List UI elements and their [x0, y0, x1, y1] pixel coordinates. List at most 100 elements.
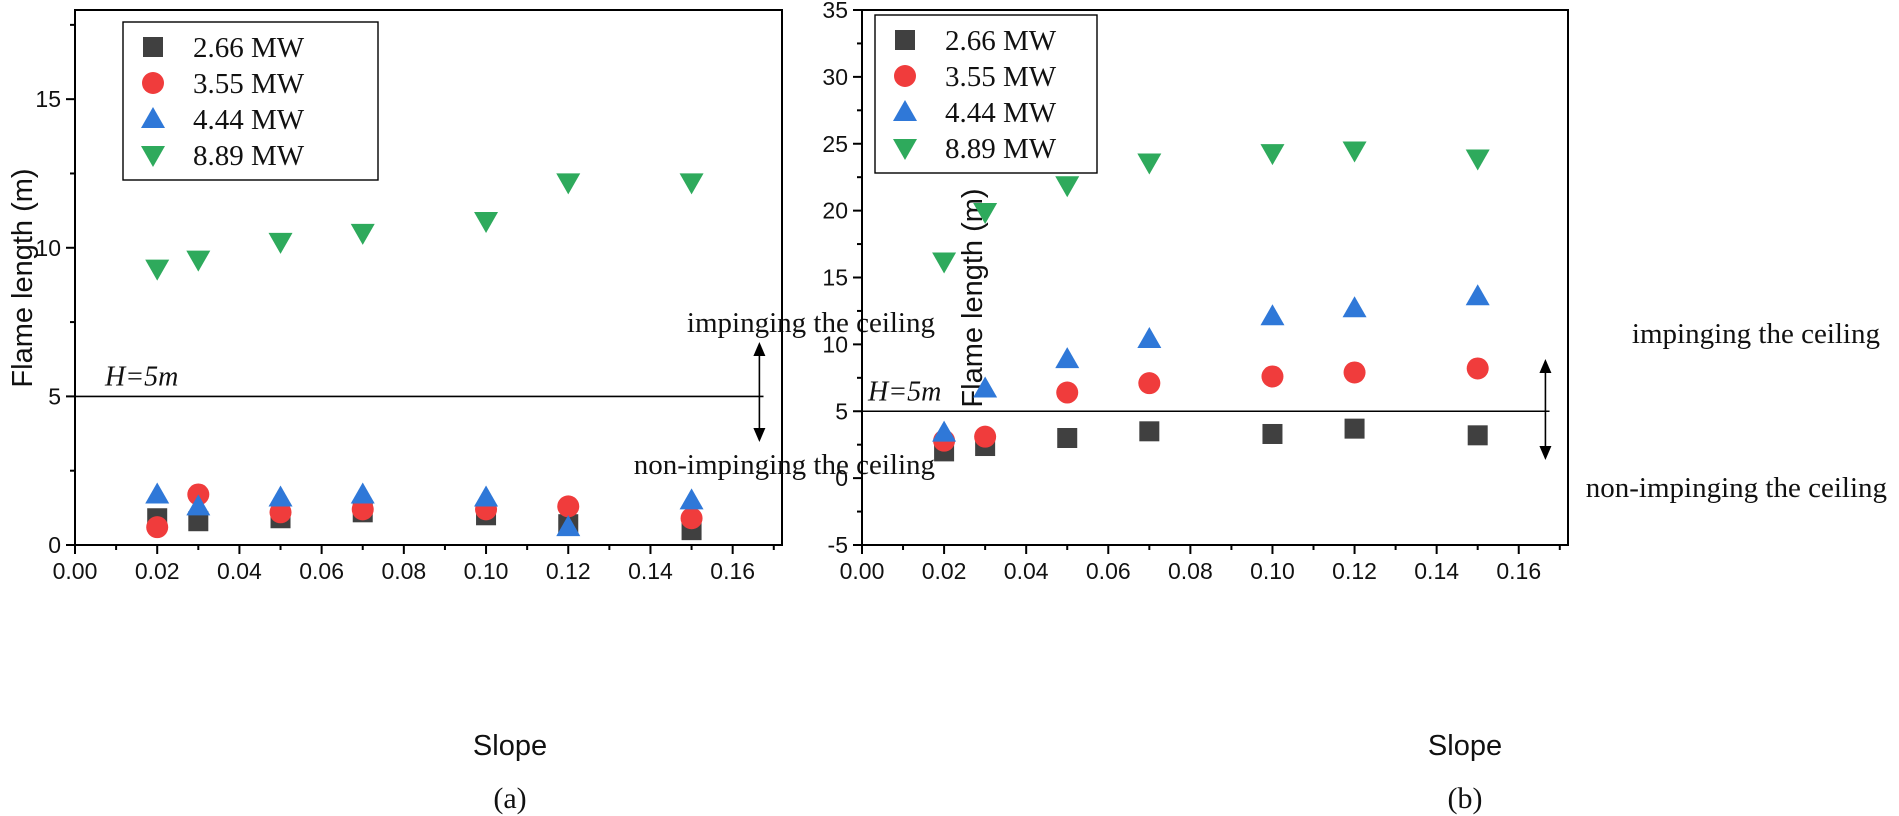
panel-a-plot: 0.00 0.02 0.04 0.06 0.08 0.10 0.12 0.14 0.16 0 5 10… [35, 9, 935, 584]
panel-b-point-triangle-up [1260, 304, 1285, 326]
panel-a-point-triangle-down [268, 232, 293, 254]
panel-a-arrow-head-down [753, 428, 766, 442]
panel-b-legend-label: 2.66 MW [945, 25, 1057, 57]
panel-b-legend-marker-triangle-down [893, 139, 917, 160]
panel-a-point-triangle-up [556, 515, 581, 537]
panel-a-point-triangle-up [186, 494, 211, 516]
panel-b-point-square [1344, 418, 1365, 439]
panel-b-legend-label: 8.89 MW [945, 133, 1057, 165]
panel-a-y-tick-label: 10 [35, 235, 61, 261]
panel-b-y-label: Flame length (m) [957, 188, 989, 407]
panel-a-legend-marker-square [143, 37, 163, 57]
panel-a-annotation-non-impinging: non-impinging the ceiling [634, 449, 935, 481]
panel-b: Flame length (m) Slope (b) 0.00 0.02 0.04 0… [822, 0, 1887, 815]
panel-a-y-tick-label: 0 [48, 532, 61, 558]
panel-b-legend-label: 4.44 MW [945, 97, 1057, 129]
panel-a-caption: (a) [493, 782, 526, 815]
panel-b-y-tick-label: 25 [822, 131, 848, 157]
panel-b-point-circle [1056, 381, 1079, 404]
panel-a-point-circle [146, 516, 169, 539]
panel-a-y-tick-label: 15 [35, 86, 61, 112]
panel-a-x-tick-label: 0.08 [381, 558, 426, 584]
panel-a-point-triangle-down [679, 173, 704, 195]
panel-a-point-triangle-down [474, 212, 499, 234]
panel-b-legend-marker-triangle-up [893, 100, 917, 121]
panel-b-y-tick-label: 20 [822, 198, 848, 224]
panel-a-point-triangle-up [474, 485, 499, 507]
panel-b-arrow-head-down [1539, 446, 1552, 460]
panel-a-point-triangle-up [145, 482, 170, 504]
panel-b-x-tick-label: 0.06 [1086, 558, 1131, 584]
panel-b-y-tick-label: -5 [828, 532, 848, 558]
panel-b-point-triangle-up [932, 420, 957, 442]
panel-b-plot: 0.00 0.02 0.04 0.06 0.08 0.10 0.12 0.14 0.16 -5 0 5… [822, 0, 1887, 584]
panel-a-arrow-head-up [753, 342, 766, 356]
panel-b-caption: (b) [1448, 782, 1483, 815]
panel-b-y-tick-label: 5 [835, 398, 848, 424]
panel-b-point-triangle-down [1055, 176, 1080, 198]
panel-b-x-label: Slope [1428, 730, 1502, 762]
panel-b-point-triangle-up [1465, 284, 1490, 306]
panel-a-point-triangle-up [679, 488, 704, 510]
panel-a-point-circle [680, 507, 703, 530]
panel-b-point-triangle-down [1342, 141, 1367, 163]
panel-b-point-circle [1343, 361, 1366, 384]
panel-b-point-circle [974, 425, 997, 448]
panel-b-x-tick-label: 0.14 [1414, 558, 1459, 584]
panel-a-point-triangle-down [145, 259, 170, 281]
panel-a: Flame length (m) Slope (a) 0.00 0.02 0.04 0… [7, 9, 935, 815]
panel-a-x-tick-label: 0.02 [135, 558, 180, 584]
panel-a-annotation-impinging: impinging the ceiling [687, 307, 935, 339]
panel-b-y-tick-label: 10 [822, 331, 848, 357]
panel-a-legend-box [122, 21, 379, 181]
panel-b-point-triangle-up [1137, 327, 1162, 349]
panel-a-x-tick-label: 0.00 [53, 558, 98, 584]
panel-a-point-triangle-up [350, 482, 375, 504]
panel-a-legend-label: 3.55 MW [193, 68, 305, 100]
panel-a-x-tick-label: 0.14 [628, 558, 673, 584]
panel-a-point-triangle-down [350, 223, 375, 245]
panel-b-point-circle [1138, 372, 1161, 395]
panel-a-legend-marker-triangle-down [141, 146, 165, 167]
panel-b-point-square [1057, 428, 1078, 448]
panel-b-x-tick-label: 0.16 [1496, 558, 1541, 584]
panel-b-point-triangle-down [973, 202, 998, 224]
panel-a-legend-marker-triangle-up [141, 107, 165, 128]
panel-a-x-tick-label: 0.12 [546, 558, 591, 584]
panel-b-y-tick-label: 15 [822, 265, 848, 291]
panel-a-plot-frame [74, 9, 783, 546]
panel-b-point-circle [1261, 365, 1284, 388]
panel-a-point-square [188, 511, 209, 532]
panel-a-point-circle [557, 495, 580, 518]
panel-a-y-label: Flame length (m) [7, 168, 39, 387]
panel-b-point-triangle-up [1055, 347, 1080, 369]
panel-b-point-circle [1466, 357, 1489, 380]
panel-a-x-tick-label: 0.04 [217, 558, 262, 584]
panel-a-x-tick-label: 0.16 [710, 558, 755, 584]
panel-a-point-circle [351, 498, 374, 521]
panel-b-annotation-impinging: impinging the ceiling [1632, 318, 1880, 350]
panel-a-y-tick-label: 5 [48, 383, 61, 409]
panel-b-legend-marker-square [895, 30, 915, 50]
panel-a-legend-marker-circle [142, 72, 164, 94]
panel-b-point-triangle-down [1465, 149, 1490, 171]
panel-b-reference-label: H=5m [867, 376, 941, 407]
panel-b-x-tick-label: 0.00 [840, 558, 885, 584]
panel-b-point-square [1262, 423, 1283, 444]
panel-b-annotation-non-impinging: non-impinging the ceiling [1586, 472, 1887, 504]
panel-a-legend-label: 2.66 MW [193, 32, 305, 64]
panel-b-y-tick-label: 35 [822, 0, 848, 23]
panel-a-point-triangle-down [186, 250, 211, 272]
panel-b-x-tick-label: 0.12 [1332, 558, 1377, 584]
panel-b-y-tick-label: 30 [822, 64, 848, 90]
panel-b-legend-label: 3.55 MW [945, 61, 1057, 93]
panel-b-point-square [1467, 425, 1488, 446]
panel-b-point-triangle-up [973, 376, 998, 398]
panel-a-legend-label: 8.89 MW [193, 140, 305, 172]
panel-b-point-square [1139, 421, 1160, 442]
panel-a-x-label: Slope [473, 730, 547, 762]
panel-a-point-triangle-up [268, 485, 293, 507]
panel-b-x-tick-label: 0.02 [922, 558, 967, 584]
panel-a-point-triangle-down [556, 173, 581, 195]
